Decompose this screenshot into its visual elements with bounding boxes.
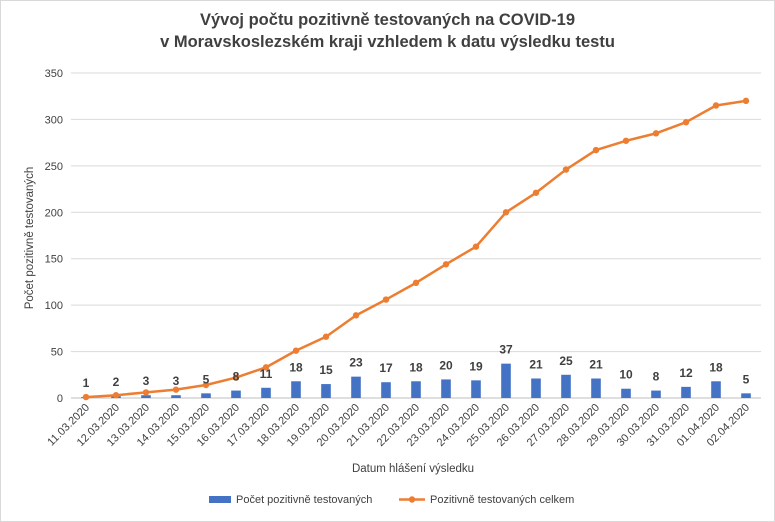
bar [231, 390, 241, 398]
bar [141, 395, 151, 398]
bar-data-label: 17 [379, 361, 393, 375]
bar [651, 390, 661, 398]
bar-data-label: 3 [173, 374, 180, 388]
bar [531, 378, 541, 398]
bar [321, 384, 331, 398]
chart-title-line-2: v Moravskoslezském kraji vzhledem k datu… [160, 33, 615, 51]
bar [291, 381, 301, 398]
line-point [112, 392, 120, 399]
bar-data-label: 10 [619, 368, 633, 382]
line-point [502, 209, 510, 216]
bar-data-label: 19 [469, 359, 483, 373]
bar [681, 386, 691, 398]
line-point [412, 279, 420, 287]
line-point [532, 189, 540, 196]
line-point [382, 296, 390, 303]
bar-data-label: 23 [349, 356, 363, 370]
line-path [85, 99, 747, 399]
line-series [82, 97, 750, 401]
chart-title: Vývoj počtu pozitivně testovaných na COV… [1, 9, 774, 53]
x-axis-title: Datum hlášení výsledku [352, 463, 474, 475]
line-point [142, 389, 150, 396]
bar-data-label: 21 [589, 358, 603, 372]
y-axis-ticks: 0 50 100 150 200 250 300 350 [45, 68, 63, 405]
bar-data-label: 18 [289, 360, 303, 374]
legend-bar-swatch [209, 496, 231, 503]
y-axis-title: Počet pozitivně testovaných [24, 167, 36, 310]
y-tick-label: 0 [57, 393, 63, 405]
bar-data-label: 12 [679, 366, 693, 380]
bar [411, 381, 421, 398]
line-point [82, 393, 90, 401]
bar-data-label: 11 [260, 367, 273, 381]
bar [621, 388, 631, 398]
line-point [742, 97, 750, 105]
bar [591, 378, 601, 398]
line-point [442, 261, 450, 268]
bar [561, 374, 571, 398]
line-point [472, 243, 480, 250]
line-point [682, 119, 690, 126]
y-tick-label: 350 [45, 68, 63, 80]
bar [441, 379, 451, 398]
legend-line-label: Pozitivně testovaných celkem [430, 494, 574, 506]
line-point [622, 137, 630, 144]
bar-data-label: 20 [439, 358, 453, 372]
line-point [592, 146, 600, 154]
line-point [352, 312, 360, 319]
x-axis-ticks: 11.03.202012.03.202013.03.202014.03.2020… [45, 402, 752, 449]
y-tick-label: 100 [45, 300, 63, 312]
bar-data-label: 18 [409, 360, 423, 374]
line-point [322, 333, 330, 340]
y-tick-label: 200 [45, 207, 63, 219]
bar [201, 393, 211, 398]
y-tick-label: 250 [45, 161, 63, 173]
bar-data-label: 3 [143, 374, 150, 388]
line-point [652, 130, 660, 137]
legend-bar-label: Počet pozitivně testovaných [236, 494, 372, 506]
line-point [232, 374, 240, 381]
bar [171, 395, 181, 398]
bar [381, 382, 391, 398]
bar [741, 393, 751, 398]
bar-data-label: 8 [233, 370, 240, 384]
bar [261, 387, 271, 398]
chart-title-line-1: Vývoj počtu pozitivně testovaných na COV… [200, 11, 575, 29]
legend: Počet pozitivně testovaných Pozitivně tes… [209, 494, 574, 506]
y-tick-label: 300 [45, 114, 63, 126]
bar-data-label: 21 [529, 358, 543, 372]
gridlines [71, 72, 761, 399]
bar-data-label: 2 [113, 375, 120, 389]
line-point [562, 166, 570, 173]
legend-line-marker [408, 496, 416, 503]
line-point [292, 347, 300, 354]
bar-data-label: 15 [319, 363, 333, 377]
bar-data-label: 1 [83, 376, 90, 390]
y-tick-label: 50 [51, 347, 63, 359]
bar [711, 381, 721, 398]
bar [351, 376, 361, 398]
bar-data-label: 8 [653, 370, 660, 384]
bar [501, 363, 511, 398]
line-point [202, 381, 210, 389]
bar-data-label: 5 [203, 372, 210, 386]
line-point [712, 102, 720, 109]
bar [471, 380, 481, 398]
line-point [262, 364, 270, 371]
bar-data-label: 37 [499, 343, 513, 357]
bar-data-label: 5 [743, 372, 750, 386]
bar-data-label: 18 [709, 360, 723, 374]
line-point [172, 386, 180, 393]
bar-data-label: 25 [559, 354, 573, 368]
y-tick-label: 150 [45, 254, 63, 266]
